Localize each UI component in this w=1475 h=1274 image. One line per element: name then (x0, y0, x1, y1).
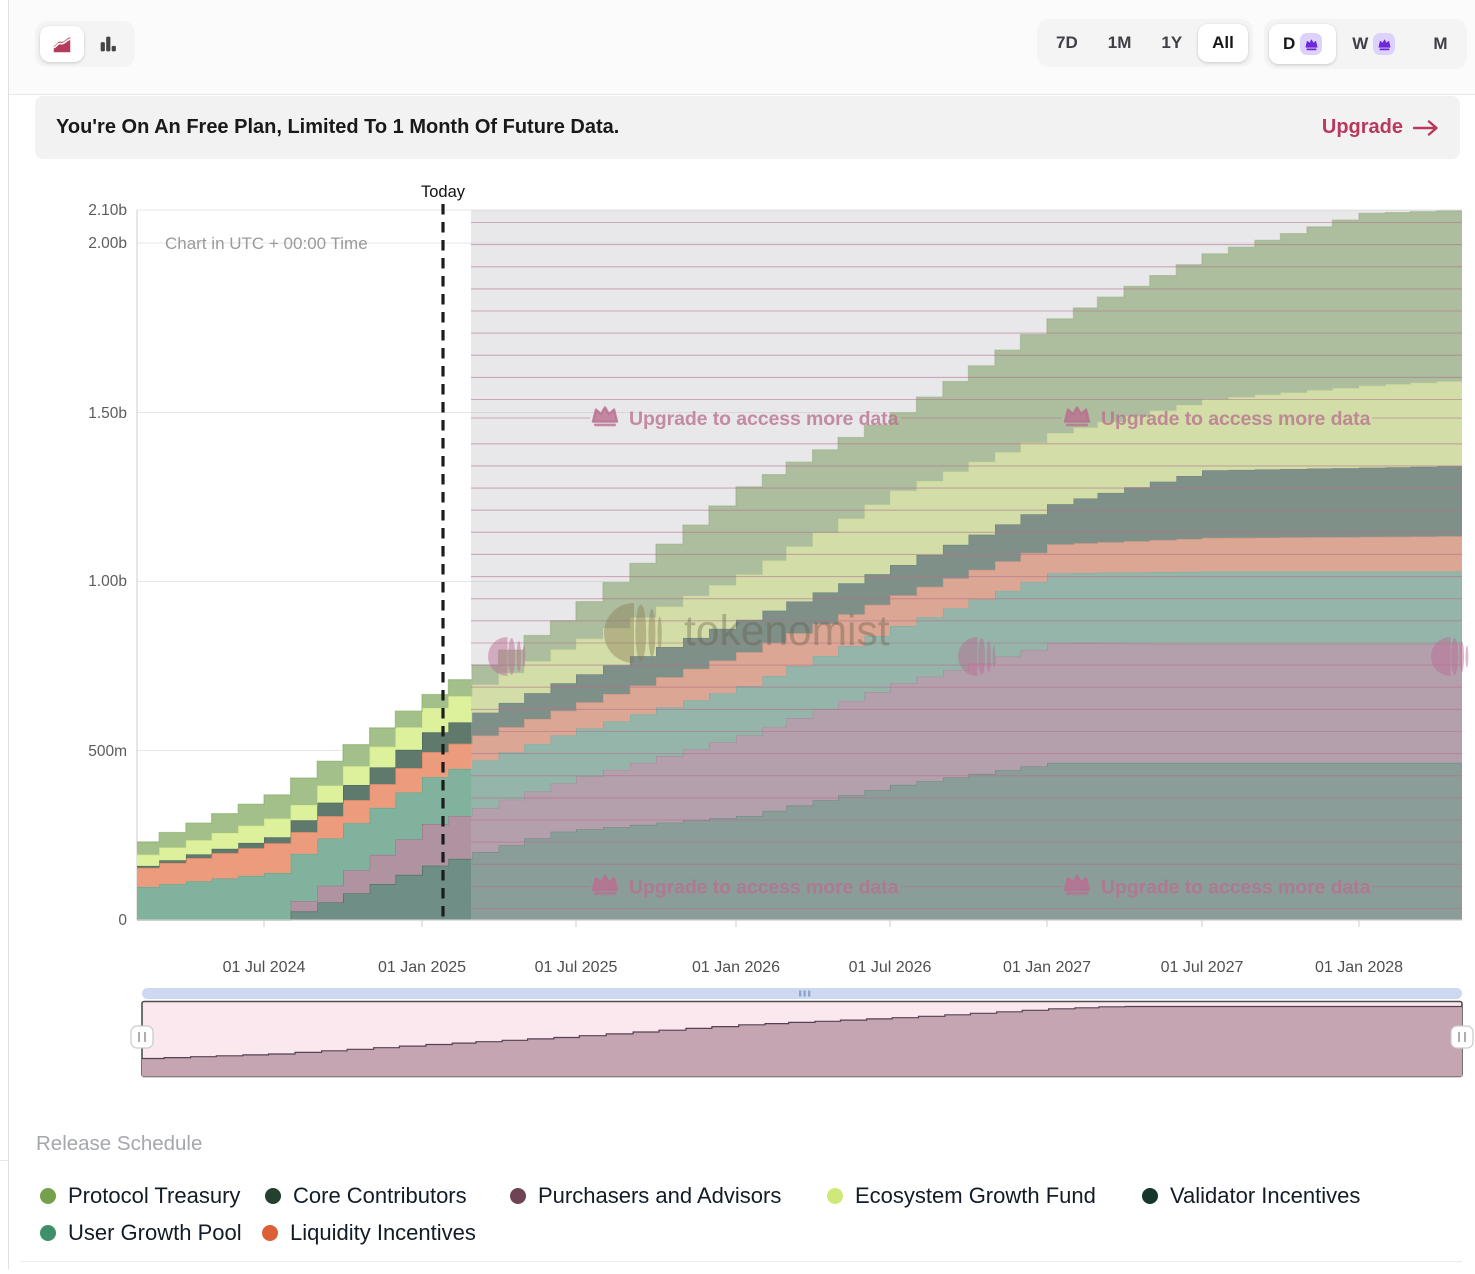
svg-text:01 Jul 2024: 01 Jul 2024 (223, 959, 306, 976)
svg-text:Upgrade to access more data: Upgrade to access more data (1101, 877, 1371, 899)
svg-text:01 Jul 2027: 01 Jul 2027 (1161, 959, 1244, 976)
svg-text:01 Jul 2025: 01 Jul 2025 (535, 959, 618, 976)
svg-text:01 Jan 2028: 01 Jan 2028 (1315, 959, 1403, 976)
svg-text:2.10b: 2.10b (88, 202, 127, 219)
svg-text:01 Jul 2026: 01 Jul 2026 (849, 959, 932, 976)
svg-text:Upgrade to access more data: Upgrade to access more data (1101, 408, 1371, 430)
svg-text:Upgrade to access more data: Upgrade to access more data (629, 877, 899, 899)
svg-text:tokenomist: tokenomist (684, 608, 890, 655)
svg-text:1.00b: 1.00b (88, 573, 127, 590)
svg-text:1.50b: 1.50b (88, 405, 127, 422)
svg-text:0: 0 (118, 912, 127, 929)
svg-text:2.00b: 2.00b (88, 235, 127, 252)
svg-text:Chart in UTC + 00:00 Time: Chart in UTC + 00:00 Time (165, 234, 368, 253)
svg-text:01 Jan 2027: 01 Jan 2027 (1003, 959, 1091, 976)
svg-text:01 Jan 2026: 01 Jan 2026 (692, 959, 780, 976)
svg-text:Today: Today (421, 183, 466, 201)
svg-text:500m: 500m (88, 743, 127, 760)
svg-text:01 Jan 2025: 01 Jan 2025 (378, 959, 466, 976)
svg-text:Upgrade to access more data: Upgrade to access more data (629, 408, 899, 430)
